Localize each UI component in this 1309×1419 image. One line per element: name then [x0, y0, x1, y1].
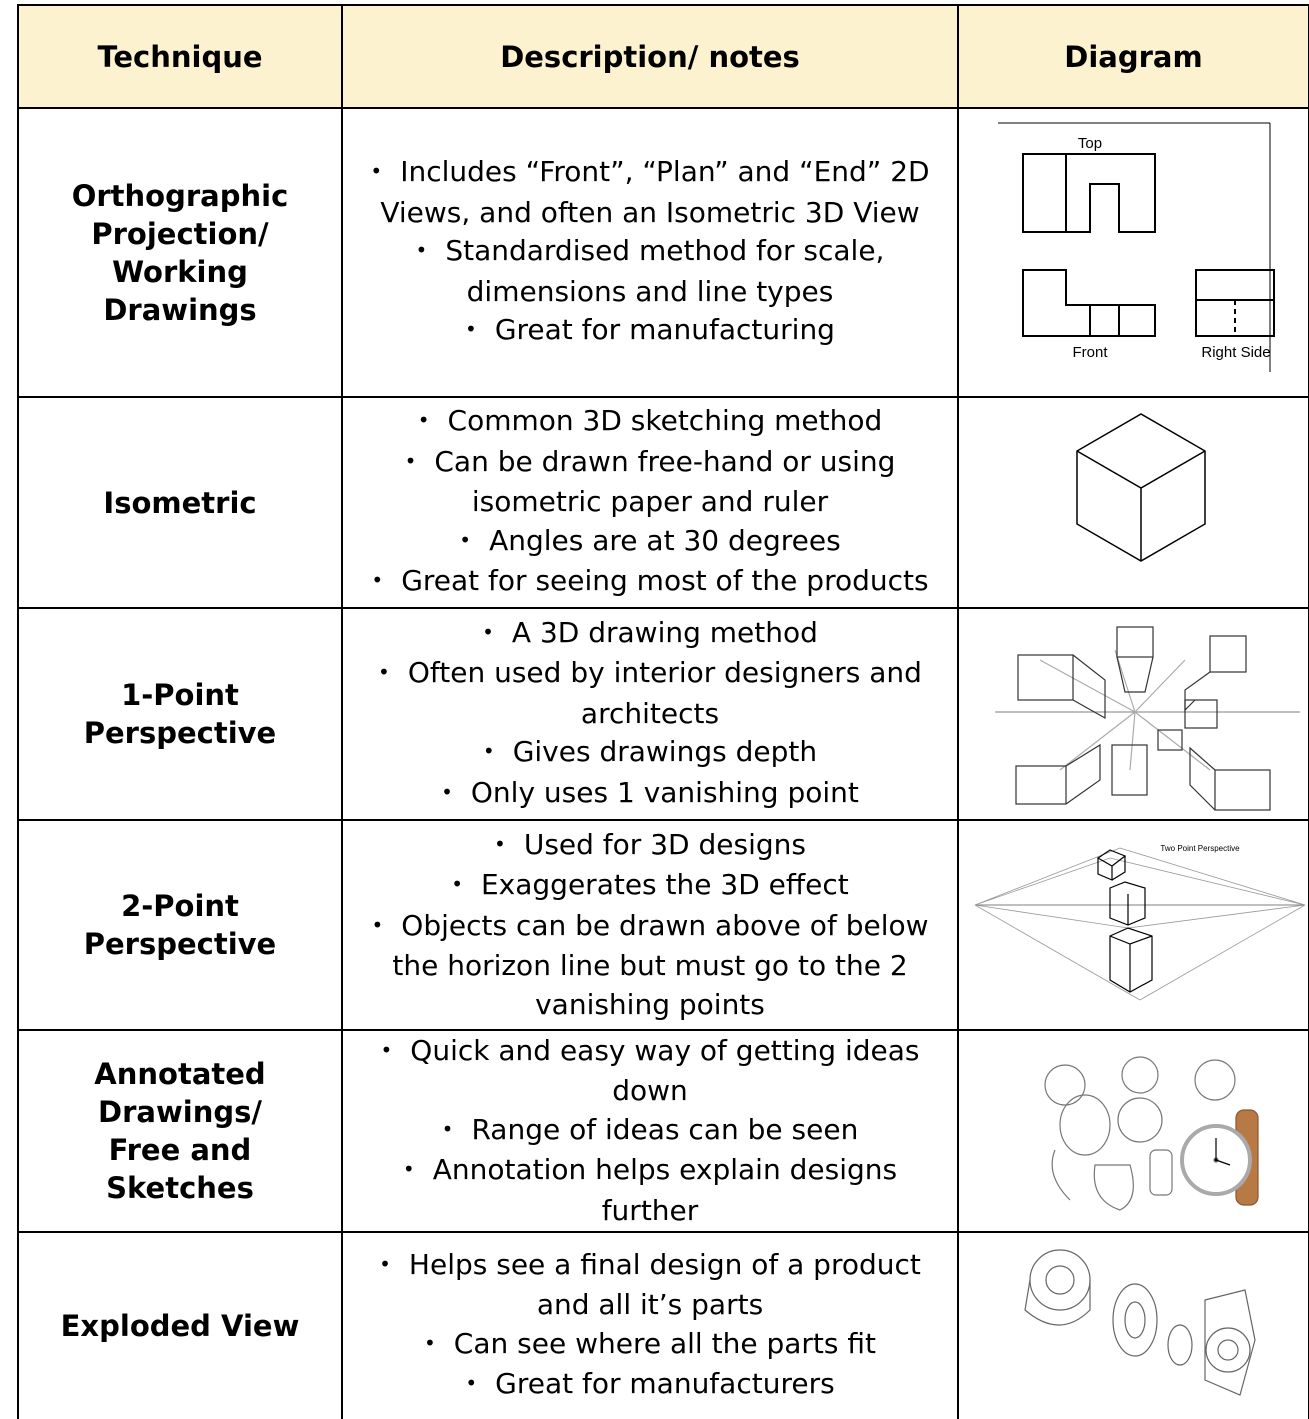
technique-cell: Annotated Drawings/ Free and Sketches [94, 1057, 266, 1205]
note-bullet: Angles are at 30 degrees [459, 522, 841, 563]
note-bullet: Used for 3D designs [494, 826, 806, 867]
orthographic-diagram: Top Front Right Side [998, 122, 1275, 372]
note-bullet: Exaggerates the 3D effect [451, 866, 849, 907]
note-bullet: Great for manufacturers [465, 1365, 835, 1406]
diagram-label: Front [1072, 344, 1108, 361]
notes-cell: A 3D drawing methodOften used by interio… [342, 608, 958, 820]
note-bullet: Gives drawings depth [483, 733, 817, 774]
table-border [341, 4, 343, 1419]
notes-cell: Common 3D sketching methodCan be drawn f… [342, 397, 958, 608]
diagram-label: Right Side [1201, 344, 1270, 361]
table-border [18, 819, 1309, 821]
technique-cell: Exploded View [60, 1308, 300, 1343]
note-bullet: Only uses 1 vanishing point [441, 774, 859, 815]
note-bullet: Includes “Front”, “Plan” and “End” 2D Vi… [356, 153, 944, 232]
note-bullet: Objects can be drawn above of below the … [356, 907, 944, 1025]
note-bullet: Common 3D sketching method [418, 402, 883, 443]
technique-cell: Orthographic Projection/ Working Drawing… [71, 178, 289, 327]
note-bullet: Annotation helps explain designs further [356, 1151, 944, 1230]
note-bullet: Can see where all the parts fit [424, 1325, 876, 1366]
notes-cell: Used for 3D designsExaggerates the 3D ef… [342, 820, 958, 1030]
header-cell: Diagram [958, 5, 1309, 108]
diagram-label: Top [1078, 135, 1102, 152]
header-cell: Technique [18, 5, 342, 108]
two-point-diagram: Two Point Perspective [974, 844, 1306, 1001]
note-bullet: Great for seeing most of the products [371, 562, 928, 603]
technique-cell: 2-Point Perspective [83, 889, 277, 961]
note-bullet: A 3D drawing method [482, 614, 818, 655]
note-bullet: Often used by interior designers and arc… [356, 654, 944, 733]
table-border [18, 1231, 1309, 1233]
note-bullet: Great for manufacturing [465, 311, 835, 352]
header-cell: Description/ notes [342, 5, 958, 108]
table-border [957, 4, 959, 1419]
notes-cell: Helps see a final design of a product an… [342, 1232, 958, 1419]
note-bullet: Can be drawn free-hand or using isometri… [356, 443, 944, 522]
table-border [18, 1029, 1309, 1031]
isometric-cube [1076, 413, 1206, 562]
table-border [17, 4, 19, 1419]
exploded-diagram [1024, 1249, 1256, 1396]
note-bullet: Standardised method for scale, dimension… [356, 232, 944, 311]
technique-cell: Isometric [103, 485, 257, 520]
one-point-diagram [995, 626, 1300, 811]
diagrams: Top Front Right Side Two Point Perspecti… [974, 122, 1306, 1396]
sketches-diagram [1044, 1056, 1259, 1211]
notes-cell: Includes “Front”, “Plan” and “End” 2D Vi… [342, 108, 958, 397]
note-bullet: Range of ideas can be seen [442, 1111, 858, 1152]
note-bullet: Helps see a final design of a product an… [356, 1246, 944, 1325]
table-border [18, 607, 1309, 609]
table-border [18, 4, 1309, 6]
notes-cell: Quick and easy way of getting ideas down… [342, 1030, 958, 1232]
note-bullet: Quick and easy way of getting ideas down [356, 1032, 944, 1111]
technique-cell: 1-Point Perspective [83, 678, 277, 750]
diagram-label: Two Point Perspective [1160, 844, 1240, 853]
table-border [18, 107, 1309, 109]
table-border [18, 396, 1309, 398]
